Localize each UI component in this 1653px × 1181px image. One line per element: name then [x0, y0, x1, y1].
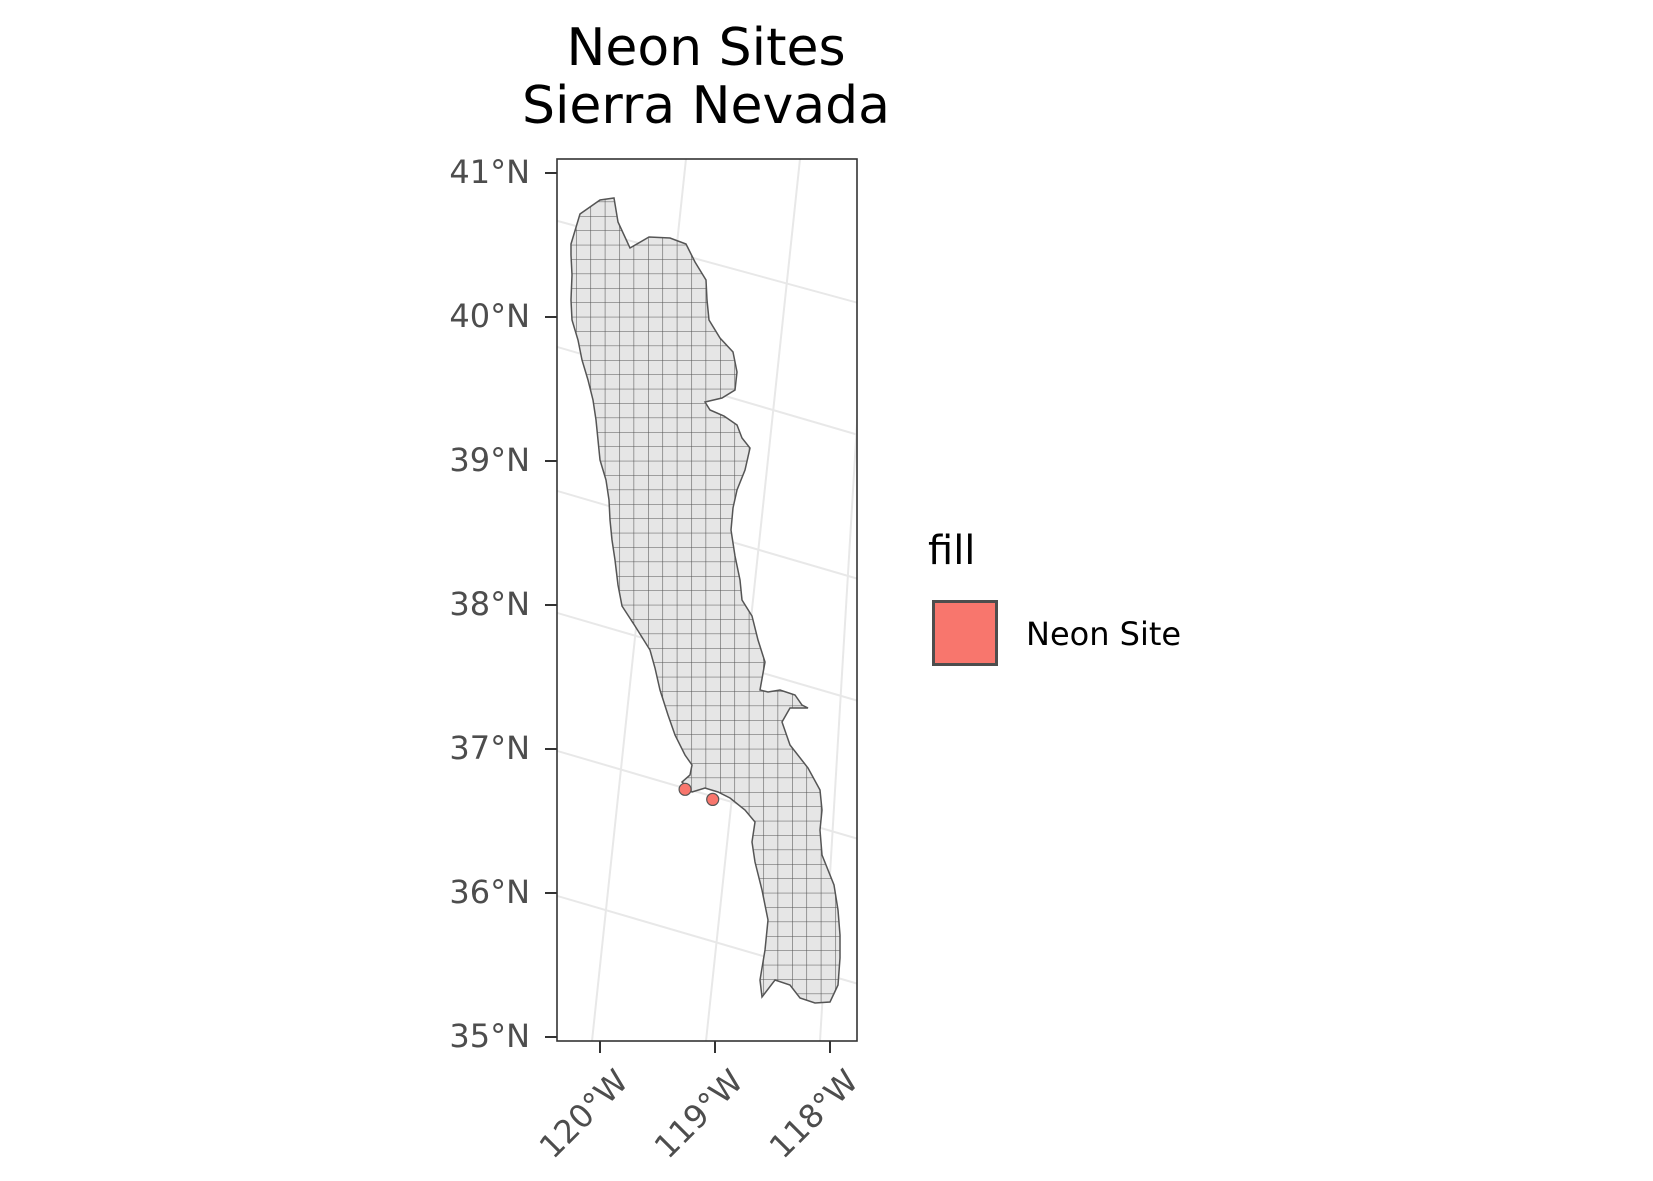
neon-site-point-1	[706, 792, 720, 807]
sierra-nevada-region	[570, 197, 841, 1004]
map-title-line-2: Sierra Nevada	[521, 76, 891, 136]
axis-ticks	[545, 172, 831, 1053]
neon-site-points	[678, 782, 720, 807]
panel-border	[556, 158, 858, 1042]
y-tick-label-2: 39°N	[449, 441, 530, 479]
y-tick-label-4: 37°N	[449, 729, 530, 767]
map-title-line-1: Neon Sites	[566, 18, 846, 78]
neon-site-point-0	[678, 782, 692, 796]
legend-label-neon-site: Neon Site	[1026, 615, 1182, 653]
y-tick-label-0: 41°N	[449, 153, 530, 191]
graticule-meridian-1	[705, 159, 801, 1041]
legend-title: fill	[928, 528, 976, 574]
legend-key-neon-site	[932, 600, 998, 666]
y-tick-label-3: 38°N	[449, 585, 530, 623]
y-tick-label-1: 40°N	[449, 297, 530, 335]
y-tick-label-5: 36°N	[449, 873, 530, 911]
y-tick-label-6: 35°N	[449, 1017, 530, 1055]
